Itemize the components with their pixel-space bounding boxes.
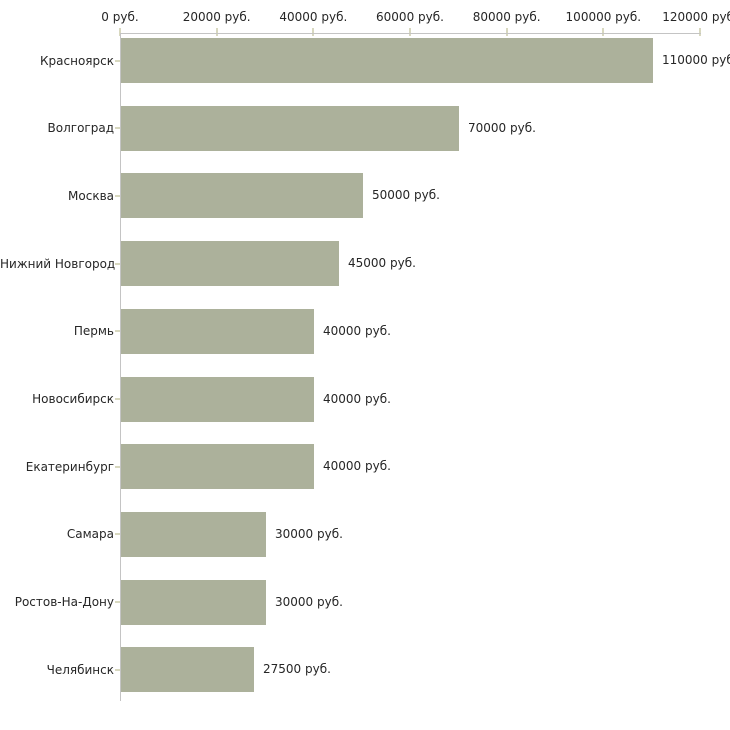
bar-value-label: 30000 руб. bbox=[275, 526, 343, 541]
y-axis-tick-mark bbox=[115, 533, 120, 536]
bar-10 bbox=[121, 647, 254, 693]
x-axis-tick-mark bbox=[602, 28, 605, 36]
y-axis-tick-mark bbox=[115, 601, 120, 604]
y-axis-tick-mark bbox=[115, 59, 120, 62]
y-axis-tick-mark bbox=[115, 398, 120, 400]
x-axis-tick-mark bbox=[215, 28, 218, 36]
y-axis-tick-mark bbox=[115, 465, 120, 468]
x-axis-tick-mark bbox=[699, 28, 701, 36]
bar-9 bbox=[121, 579, 266, 625]
bar-value-label: 50000 руб. bbox=[372, 188, 440, 203]
y-axis-tick-mark bbox=[115, 262, 120, 265]
y-axis-category-label: Ростов-На-Дону bbox=[14, 595, 114, 610]
bar-value-label: 40000 руб. bbox=[323, 323, 391, 338]
x-axis-tick-label: 80000 руб. bbox=[472, 10, 541, 24]
x-axis-tick-label: 120000 руб. bbox=[662, 10, 730, 24]
bar-value-label: 40000 руб. bbox=[323, 459, 391, 474]
y-axis-tick-mark bbox=[115, 194, 120, 197]
x-axis-tick-mark bbox=[409, 28, 411, 36]
y-axis-category-label: Волгоград bbox=[47, 121, 114, 136]
y-axis-category-label: Красноярск bbox=[40, 53, 114, 68]
y-axis-category-label: Новосибирск bbox=[32, 392, 114, 406]
x-axis-tick-mark bbox=[119, 28, 121, 36]
bar-5 bbox=[121, 308, 314, 354]
y-axis-category-label: Самара bbox=[66, 527, 114, 542]
bar-8 bbox=[121, 511, 266, 557]
bar-1 bbox=[121, 38, 653, 83]
bar-value-label: 30000 руб. bbox=[275, 594, 343, 609]
x-axis-tick-label: 60000 руб. bbox=[376, 10, 444, 24]
bar-value-label: 45000 руб. bbox=[348, 256, 416, 271]
x-axis-tick-mark bbox=[312, 28, 315, 36]
y-axis-category-label: Нижний Новгород bbox=[0, 256, 116, 271]
y-axis-category-label: Челябинск bbox=[46, 662, 114, 677]
bar-value-label: 40000 руб. bbox=[323, 391, 391, 406]
y-axis-category-label: Пермь bbox=[73, 324, 114, 339]
x-axis-tick-mark bbox=[505, 28, 508, 36]
bar-value-label: 110000 руб. bbox=[662, 53, 730, 67]
y-axis-tick-mark bbox=[115, 668, 120, 671]
x-axis-tick-label: 40000 руб. bbox=[279, 10, 348, 24]
y-axis-category-label: Москва bbox=[68, 188, 114, 203]
bar-3 bbox=[121, 173, 363, 219]
x-axis-tick-label: 0 руб. bbox=[101, 10, 139, 24]
y-axis-category-label: Екатеринбург bbox=[25, 459, 114, 474]
bar-2 bbox=[121, 105, 459, 151]
plot-area: 110000 руб. 70000 руб. 50000 руб. 45000 руб… bbox=[120, 33, 730, 701]
y-axis-tick-mark bbox=[115, 330, 120, 333]
bar-value-label: 70000 руб. bbox=[468, 120, 536, 135]
bar-6 bbox=[121, 376, 314, 422]
bar-4 bbox=[121, 241, 339, 287]
y-axis-tick-mark bbox=[115, 127, 120, 130]
bar-7 bbox=[121, 444, 314, 490]
x-axis-tick-label: 100000 руб. bbox=[565, 10, 642, 24]
bar-value-label: 27500 руб. bbox=[263, 662, 331, 677]
x-axis-tick-label: 20000 руб. bbox=[182, 10, 251, 24]
